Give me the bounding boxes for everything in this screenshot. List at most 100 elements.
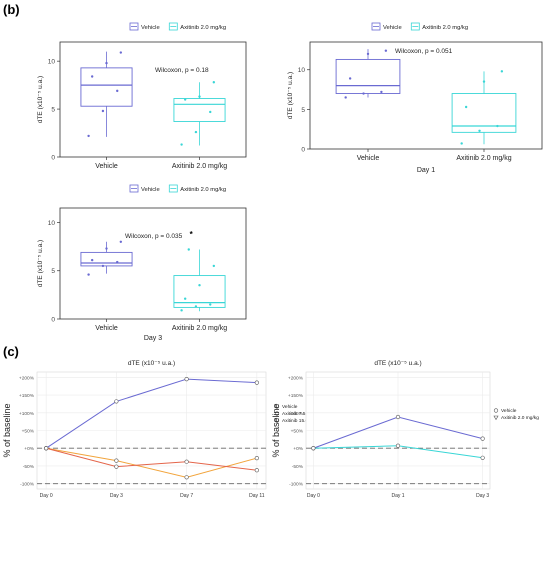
data-point <box>194 130 198 134</box>
legend-key <box>168 184 178 193</box>
data-point <box>183 98 187 101</box>
data-point <box>478 129 481 132</box>
y-tick-label: 10 <box>48 59 56 66</box>
data-point <box>116 89 119 93</box>
legend-label: Axitinib 2.0 mg/kg <box>501 415 539 421</box>
y-tick-label: +100% <box>19 411 35 417</box>
series-marker <box>395 414 401 420</box>
box <box>451 93 517 133</box>
y-tick-label: +150% <box>19 393 35 399</box>
box <box>173 98 226 122</box>
data-point <box>209 303 212 306</box>
panel-c-label: (c) <box>3 344 19 359</box>
x-tick-label: Day 11 <box>249 493 265 499</box>
data-point <box>180 309 183 312</box>
series-marker <box>44 446 49 451</box>
wilcoxon-annotation: Wilcoxon, p = 0.051 <box>395 48 453 55</box>
wilcoxon-annotation: Wilcoxon, p = 0.18 <box>155 67 209 74</box>
y-tick-label: 0 <box>51 155 55 162</box>
y-tick-label: 10 <box>48 220 56 227</box>
x-tick-label: Day 0 <box>307 493 320 499</box>
y-tick-label: -100% <box>289 482 304 488</box>
series-marker <box>480 455 485 460</box>
y-tick-label: +0% <box>293 446 303 452</box>
box <box>80 67 133 107</box>
y-tick-label: 0 <box>51 317 55 324</box>
data-point <box>209 110 212 114</box>
data-point <box>380 90 383 94</box>
legend-label: Vehicle <box>141 25 160 31</box>
data-point <box>116 260 119 264</box>
chart-day1: 0 5 10 dTE (x10⁻⁵ u.a.) Vehicle Axitinib 2.0 … <box>287 22 543 174</box>
y-tick-label: +50% <box>22 429 35 435</box>
data-point <box>90 258 94 262</box>
series-marker <box>395 443 401 448</box>
x-tick-label: Axitinib 2.0 mg/kg <box>172 325 227 332</box>
legend-marker <box>274 418 280 423</box>
plot-border <box>59 207 247 320</box>
legend-marker <box>274 411 280 416</box>
data-point <box>119 51 123 54</box>
data-point <box>464 105 468 109</box>
y-tick-label: +0% <box>24 446 34 452</box>
legend-label: Vehicle <box>141 187 160 193</box>
data-point <box>482 80 486 83</box>
panel-b-label: (b) <box>3 2 20 17</box>
legend-key <box>129 184 139 193</box>
legend-label: Vehicle <box>282 404 298 410</box>
y-tick-label: 10 <box>298 67 306 74</box>
plot-border <box>59 41 247 158</box>
legend-label: Axitinib 7.5 mg/kg <box>282 411 320 417</box>
y-tick-label: 5 <box>301 107 305 114</box>
series-marker <box>114 464 119 469</box>
data-point <box>460 142 463 145</box>
data-point <box>87 134 90 138</box>
y-tick-label: +50% <box>291 429 304 435</box>
chart-day3: 0 5 10 dTE (x10⁻⁵ u.a.) Vehicle Axitinib 2.0 … <box>37 184 247 342</box>
y-tick-label: +200% <box>288 375 304 381</box>
data-point <box>366 52 370 56</box>
series-line <box>46 447 257 478</box>
series-marker <box>254 468 259 473</box>
data-point <box>105 247 108 250</box>
x-tick-label: Axitinib 2.0 mg/kg <box>172 163 227 170</box>
y-tick-label: +150% <box>288 393 304 399</box>
x-tick-label: Day 3 <box>110 493 123 499</box>
series-line <box>45 378 257 449</box>
data-point <box>348 77 352 80</box>
series-marker <box>254 456 259 461</box>
legend-marker <box>274 404 280 409</box>
data-point <box>496 124 499 128</box>
legend-marker <box>493 415 499 421</box>
legend-key <box>410 22 420 31</box>
x-tick-label: Vehicle <box>95 163 118 170</box>
legend-label: Vehicle <box>501 408 517 414</box>
x-axis-label: Day 1 <box>417 167 435 174</box>
chart-pct_left: -100% -50% +0% +50% +100% +150% +200% Day 0 Day … <box>2 360 323 499</box>
data-point <box>90 75 94 78</box>
series-marker <box>184 459 189 464</box>
x-tick-label: Vehicle <box>357 155 380 162</box>
y-axis-label: % of baseline <box>2 403 12 457</box>
data-point <box>198 95 201 98</box>
x-tick-label: Axitinib 2.0 mg/kg <box>456 155 511 162</box>
data-point <box>105 61 108 65</box>
series-marker <box>311 446 316 451</box>
chart-day0: 0 5 10 dTE (x10⁻⁵ u.a.) Vehicle Axitinib 2.0 … <box>37 22 247 170</box>
x-tick-label: Day 0 <box>40 493 53 499</box>
x-tick-label: Day 3 <box>476 493 489 499</box>
y-axis-label: dTE (x10⁻⁵ u.a.) <box>287 72 294 119</box>
y-tick-label: -50% <box>292 464 304 470</box>
data-point <box>101 264 105 268</box>
box <box>173 275 226 308</box>
y-tick-label: +100% <box>288 411 304 417</box>
legend-label: Axitinib 2.0 mg/kg <box>180 25 226 31</box>
y-tick-label: 0 <box>301 147 305 154</box>
legend-label: Vehicle <box>383 25 402 31</box>
box <box>80 251 133 267</box>
series-line <box>46 447 257 471</box>
plot-border <box>309 41 543 150</box>
data-point <box>101 109 105 113</box>
